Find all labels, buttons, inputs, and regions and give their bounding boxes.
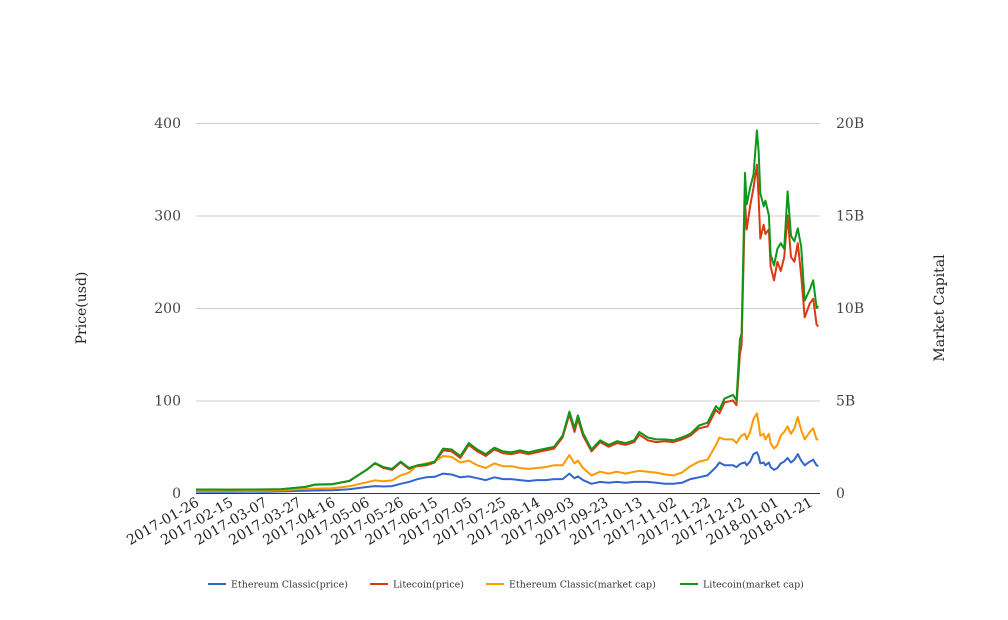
series-line-ethereum-classic-market-cap <box>195 412 819 492</box>
legend-item[interactable]: Ethereum Classic(price) <box>208 580 348 591</box>
series-line-litecoin-market-cap <box>196 129 820 491</box>
y-tick-label: 0 <box>172 486 181 502</box>
series-line-ethereum-classic-price <box>195 451 819 493</box>
gridlines <box>196 123 820 402</box>
y-axis-title-right: Market Capital <box>932 254 948 362</box>
right-y-axis-ticks: 0 5B 10B 15B 20B <box>836 116 864 502</box>
legend-item[interactable]: Ethereum Classic(market cap) <box>486 580 656 591</box>
y-tick-label: 400 <box>154 116 181 132</box>
x-axis-ticks: 2017-01-262017-02-152017-03-072017-03-27… <box>124 495 816 549</box>
series-lines <box>195 129 820 493</box>
y-tick-label: 300 <box>154 209 181 225</box>
y-right-tick-label: 15B <box>836 209 864 225</box>
legend: Ethereum Classic(price) Litecoin(price) Et… <box>208 580 804 591</box>
y-right-tick-label: 20B <box>836 116 864 132</box>
legend-label: Litecoin(market cap) <box>703 580 804 591</box>
y-axis-title-left: Price(usd) <box>74 272 90 345</box>
series-line-litecoin-price <box>196 163 820 491</box>
y-right-tick-label: 10B <box>836 301 864 317</box>
left-y-axis-ticks: 0 100 200 300 400 <box>154 116 181 502</box>
y-right-tick-label: 5B <box>836 394 855 410</box>
legend-label: Ethereum Classic(market cap) <box>509 580 656 591</box>
legend-label: Ethereum Classic(price) <box>231 580 348 591</box>
legend-item[interactable]: Litecoin(market cap) <box>680 580 804 591</box>
y-tick-label: 100 <box>154 394 181 410</box>
legend-label: Litecoin(price) <box>393 580 464 591</box>
y-right-tick-label: 0 <box>836 486 845 502</box>
legend-item[interactable]: Litecoin(price) <box>370 580 464 591</box>
y-tick-label: 200 <box>154 301 181 317</box>
